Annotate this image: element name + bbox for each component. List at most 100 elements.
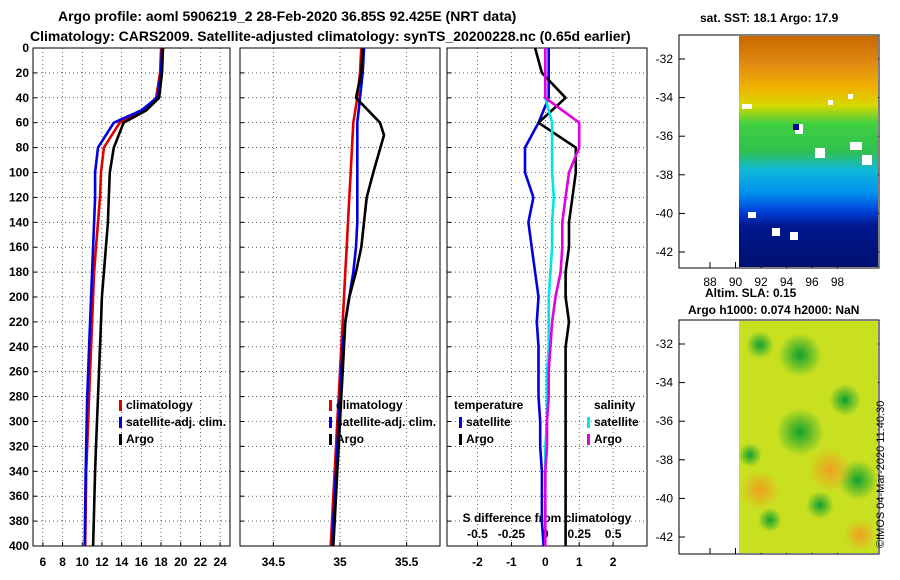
x-tick-label: 6 <box>40 555 47 569</box>
y-tick-label: 160 <box>9 240 29 254</box>
lon-tick-label: 90 <box>729 275 743 289</box>
x-tick-label: 2 <box>610 555 617 569</box>
legend-temp-satellite-label: satellite <box>466 415 511 429</box>
sla-map: -32 -34 -36 -38 -40 -42 <box>656 319 880 555</box>
chart-panel-3: -2 -1 0 1 2 S difference from climatology -0.5… <box>446 47 648 569</box>
y-tick-label: 260 <box>9 365 29 379</box>
x-tick-label: 8 <box>59 555 66 569</box>
sst-map: -32 -34 -36 -38 -40 -42 88 90 92 94 96 98 <box>656 34 880 289</box>
sla-map-title: Altim. SLA: 0.15 <box>705 286 797 300</box>
legend-sal-satellite-swatch <box>587 417 590 428</box>
sst-cloud-gap <box>742 104 752 109</box>
legend-difference-panel: temperature salinity satellite Argo satellit… <box>454 398 639 446</box>
x-tick-label: 14 <box>115 555 129 569</box>
legend-temperature-title: temperature <box>454 398 524 412</box>
y-tick-label: 300 <box>9 415 29 429</box>
y-tick-label: 100 <box>9 166 29 180</box>
legend-sal-argo-label: Argo <box>594 432 622 446</box>
x-tick-label: 20 <box>174 555 188 569</box>
lat-tick-label: -34 <box>656 376 674 390</box>
sst-map-title: sat. SST: 18.1 Argo: 17.9 <box>700 11 839 25</box>
sst-cloud-gap <box>748 212 756 218</box>
legend-argo-label: Argo <box>126 432 154 446</box>
y-tick-label: 380 <box>9 514 29 528</box>
x-tick-label: 22 <box>194 555 208 569</box>
legend-sal-satellite-label: satellite <box>594 415 639 429</box>
x2-tick-label: 0.25 <box>568 527 592 541</box>
y-tick-label: 200 <box>9 290 29 304</box>
lon-tick-label: 88 <box>703 275 717 289</box>
lat-tick-label: -42 <box>656 245 674 259</box>
x2-tick-label: 0.5 <box>605 527 622 541</box>
legend-climatology-swatch <box>119 400 122 411</box>
lat-tick-label: -36 <box>656 129 674 143</box>
lat-tick-label: -40 <box>656 206 674 220</box>
sst-cloud-gap <box>790 232 798 240</box>
sla-high <box>844 519 876 551</box>
legend-salinity-title: salinity <box>594 398 636 412</box>
x-tick-label: 12 <box>95 555 109 569</box>
lat-tick-label: -36 <box>656 414 674 428</box>
page-title: Argo profile: aoml 5906219_2 28-Feb-2020… <box>58 8 517 24</box>
series-line-argo <box>91 47 165 547</box>
y-tick-label: 60 <box>16 116 30 130</box>
x-tick-label: 18 <box>154 555 168 569</box>
y-tick-label: 80 <box>16 141 30 155</box>
x2-tick-label: -0.5 <box>467 527 488 541</box>
legend-satellite-swatch <box>329 417 332 428</box>
sla-eddy <box>776 408 824 456</box>
legend-argo-swatch <box>119 434 122 445</box>
legend-argo-label: Argo <box>336 432 364 446</box>
imos-stamp: ©IMOS 04-Mar-2020 11:40:30 <box>875 400 887 548</box>
x-tick-label: 10 <box>76 555 90 569</box>
x-tick-label: 34.5 <box>262 555 286 569</box>
legend-climatology-label: climatology <box>336 398 403 412</box>
legend-climatology-swatch <box>329 400 332 411</box>
x-tick-label: 16 <box>135 555 149 569</box>
lat-tick-label: -42 <box>656 530 674 544</box>
sla-eddy <box>806 491 834 519</box>
sla-eddy <box>778 333 822 377</box>
sst-cloud-gap <box>828 100 833 105</box>
legend-temperature-panel: climatology satellite-adj. clim. Argo <box>119 398 226 446</box>
sst-cloud-gap <box>848 94 853 99</box>
legend-temp-argo-label: Argo <box>466 432 494 446</box>
page-subtitle: Climatology: CARS2009. Satellite-adjuste… <box>30 28 631 44</box>
lon-tick-label: 92 <box>754 275 768 289</box>
lat-tick-label: -32 <box>656 52 674 66</box>
legend-satellite-label: satellite-adj. clim. <box>336 415 436 429</box>
series-line-satellite-adj-clim- <box>83 47 164 547</box>
y-tick-label: 40 <box>16 91 30 105</box>
sst-cold-pixel <box>793 124 799 130</box>
lat-tick-label: -38 <box>656 453 674 467</box>
sst-cloud-gap <box>850 142 862 150</box>
legend-argo-swatch <box>329 434 332 445</box>
y-tick-label: 120 <box>9 190 29 204</box>
sla-eddy <box>829 384 861 416</box>
legend-temp-argo-swatch <box>459 434 462 445</box>
x-tick-label: 1 <box>576 555 583 569</box>
sla-eddy <box>746 331 774 359</box>
lat-tick-label: -34 <box>656 91 674 105</box>
legend-temp-satellite-swatch <box>459 417 462 428</box>
legend-satellite-label: satellite-adj. clim. <box>126 415 226 429</box>
legend-satellite-swatch <box>119 417 122 428</box>
y-tick-label: 400 <box>9 539 29 553</box>
legend-salinity-panel: climatology satellite-adj. clim. Argo <box>329 398 436 446</box>
y-tick-label: 340 <box>9 464 29 478</box>
sla-high <box>808 448 852 492</box>
series-line-salinity-argo <box>543 48 581 546</box>
sla-high <box>740 470 780 510</box>
series-line-temperature-satellite <box>523 48 551 547</box>
x2-tick-label: -0.25 <box>498 527 526 541</box>
y-tick-label: 320 <box>9 439 29 453</box>
y-tick-label: 360 <box>9 489 29 503</box>
lon-tick-label: 98 <box>831 275 845 289</box>
y-tick-label: 220 <box>9 315 29 329</box>
y-tick-label: 240 <box>9 340 29 354</box>
sst-cloud-gap <box>815 148 825 158</box>
x-tick-label: -2 <box>472 555 483 569</box>
x-tick-label: 35.5 <box>395 555 419 569</box>
sst-cloud-gap <box>862 155 872 165</box>
